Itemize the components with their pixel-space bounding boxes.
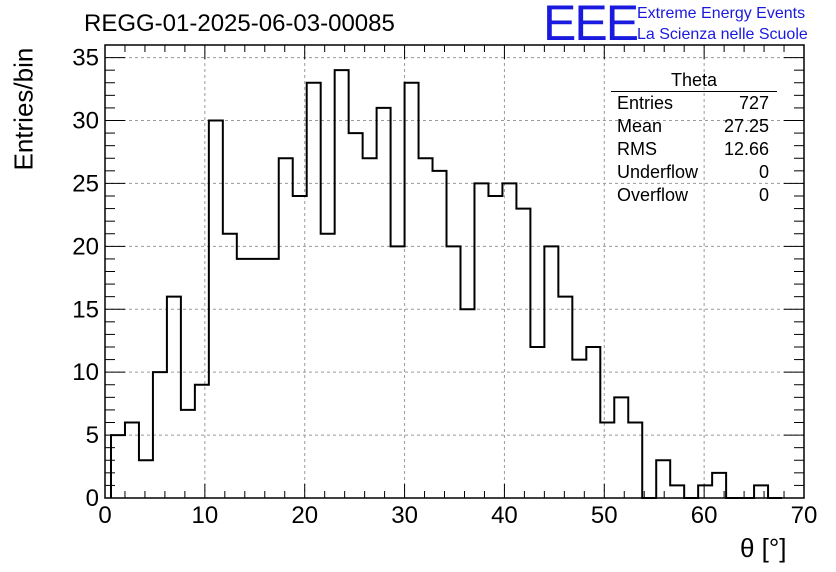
logo-line-2: La Scienza nelle Scuole — [637, 26, 808, 43]
stats-label: RMS — [617, 139, 657, 159]
x-tick-label: 10 — [192, 502, 219, 529]
y-tick-label: 0 — [86, 485, 99, 512]
tick-labels: 0 10 20 30 40 50 60 70 0 5 10 15 20 25 30 35 — [72, 45, 817, 529]
stats-label: Mean — [617, 116, 663, 136]
x-tick-label: 70 — [791, 502, 818, 529]
x-tick-label: 40 — [491, 502, 518, 529]
stats-value: 727 — [738, 93, 769, 113]
x-axis-label: θ [°] — [740, 533, 787, 563]
axis-ticks — [104, 44, 805, 499]
stats-box: Theta Entries 727 Mean 27.25 RMS 12.66 U… — [611, 70, 777, 207]
x-tick-label: 0 — [98, 502, 111, 529]
y-tick-label: 15 — [72, 296, 99, 323]
stats-row-rms: RMS 12.66 — [611, 138, 777, 161]
y-axis-label: Entries/bin — [8, 47, 39, 171]
stats-title: Theta — [611, 70, 777, 92]
x-tick-label: 50 — [591, 502, 618, 529]
plot-frame — [104, 44, 805, 499]
stats-value: 27.25 — [723, 116, 769, 136]
eee-logo: EEE — [543, 0, 639, 51]
stats-value: 12.66 — [723, 139, 769, 159]
x-tick-label: 30 — [391, 502, 418, 529]
stats-label: Underflow — [617, 162, 699, 182]
y-tick-label: 25 — [72, 170, 99, 197]
x-tick-label: 60 — [691, 502, 718, 529]
histogram-line — [109, 69, 783, 499]
stats-label: Entries — [617, 93, 674, 113]
y-tick-label: 20 — [72, 233, 99, 260]
stats-row-underflow: Underflow 0 — [611, 161, 777, 184]
stats-label: Overflow — [617, 185, 689, 205]
y-tick-label: 10 — [72, 359, 99, 386]
logo-line-1: Extreme Energy Events — [637, 5, 806, 22]
plot-title: REGG-01-2025-06-03-00085 — [84, 10, 395, 37]
stats-value: 0 — [758, 162, 769, 182]
stats-row-mean: Mean 27.25 — [611, 115, 777, 138]
y-tick-label: 30 — [72, 108, 99, 135]
y-tick-label: 35 — [72, 45, 99, 72]
stats-row-entries: Entries 727 — [611, 92, 777, 115]
stats-row-overflow: Overflow 0 — [611, 184, 777, 207]
x-tick-label: 20 — [291, 502, 318, 529]
y-tick-label: 5 — [86, 422, 99, 449]
stats-value: 0 — [758, 185, 769, 205]
